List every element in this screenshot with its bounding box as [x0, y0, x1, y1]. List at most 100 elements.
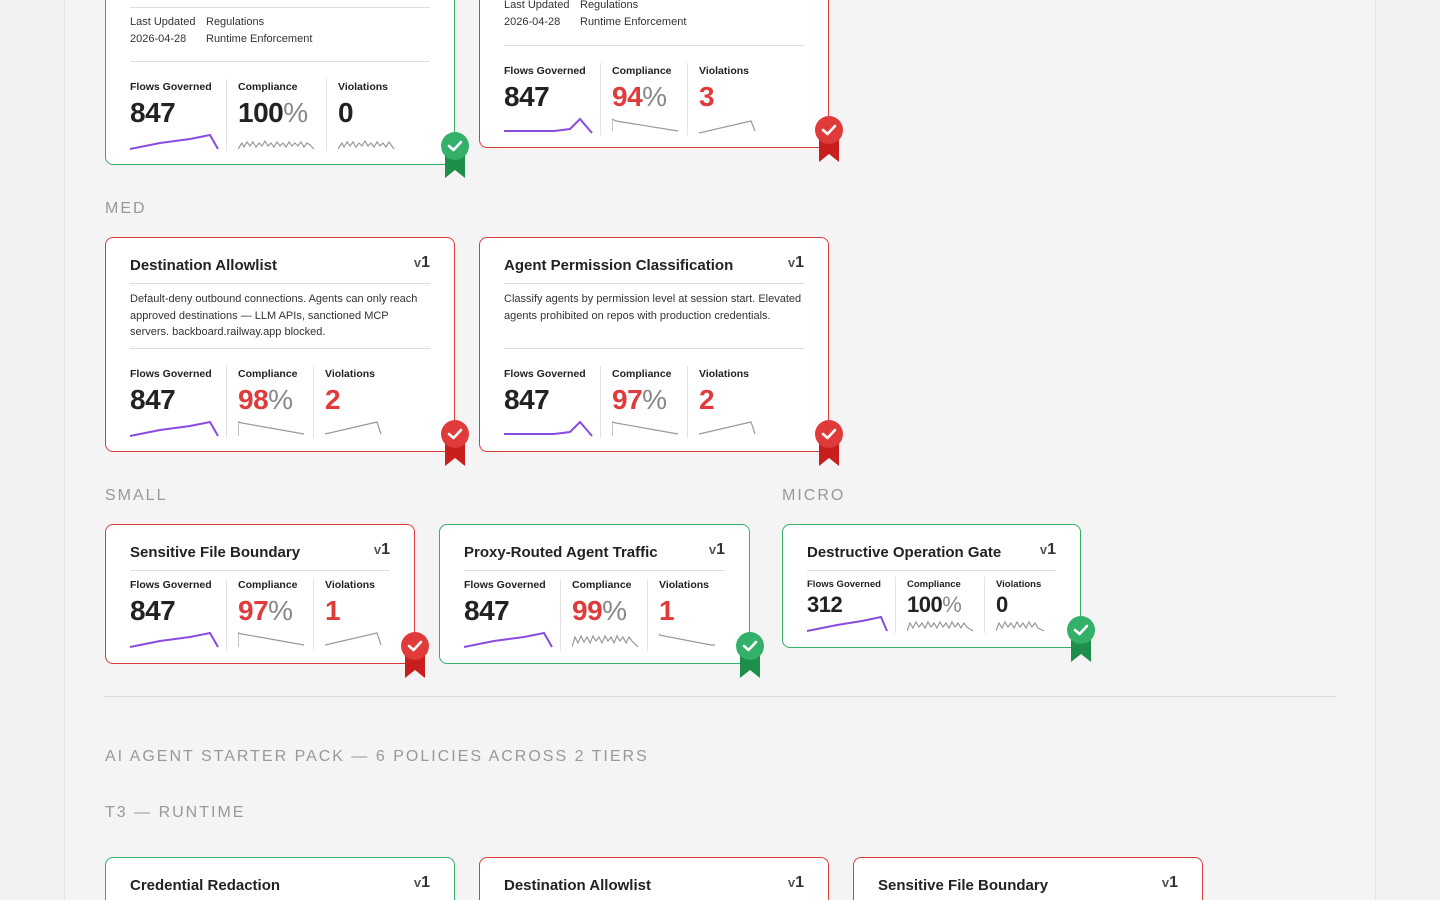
version-prefix: v — [787, 875, 796, 890]
metric-divider — [326, 79, 327, 151]
section-label-micro: MICRO — [782, 487, 846, 504]
policy-card-sensitive-file-boundary[interactable]: Sensitive File Boundary v1 Flows Governe… — [105, 524, 415, 664]
meta-label-regulations: Regulations — [206, 16, 265, 28]
metric-flows: Flows Governed 847 — [130, 579, 212, 627]
sparkline-violations — [996, 620, 1045, 632]
metric-compliance: Compliance 99% — [572, 579, 632, 627]
sparkline-compliance — [907, 620, 974, 632]
card-title: Destructive Operation Gate — [807, 544, 1002, 561]
card-title: Destination Allowlist — [130, 257, 277, 274]
metric-value: 97% — [612, 384, 672, 416]
version-number: 1 — [795, 874, 804, 891]
sparkline-flows — [504, 117, 593, 134]
card-description: Default-deny outbound connections. Agent… — [130, 293, 418, 338]
policy-card-destructive-operation-gate[interactable]: Destructive Operation Gate v1 Flows Gove… — [782, 524, 1081, 648]
policy-card[interactable]: Last Updated Regulations 2026-04-28 Runtim… — [479, 0, 829, 148]
metric-value: 847 — [504, 81, 550, 112]
metric-value: 847 — [130, 384, 176, 415]
metric-label: Violations — [659, 579, 709, 591]
compliance-number: 100 — [907, 592, 943, 617]
sparkline-compliance — [572, 634, 639, 648]
metric-divider — [687, 63, 688, 135]
metric-divider — [647, 579, 648, 651]
metric-label: Flows Governed — [504, 65, 586, 77]
policy-card-destination-allowlist[interactable]: Destination Allowlist v1 — [479, 857, 829, 900]
policy-card[interactable]: Last Updated Regulations 2026-04-28 Runtim… — [105, 0, 455, 165]
metric-value: 847 — [130, 595, 176, 626]
divider — [504, 45, 804, 46]
metric-value: 3 — [699, 81, 715, 112]
metric-label: Violations — [996, 579, 1042, 590]
metric-label: Flows Governed — [807, 579, 881, 590]
percent-sign: % — [268, 384, 293, 415]
card-title: Credential Redaction — [130, 877, 281, 894]
metric-value: 99% — [572, 595, 632, 627]
version-number: 1 — [1169, 874, 1178, 891]
metric-divider — [226, 79, 227, 151]
version-number: 1 — [421, 874, 430, 891]
policy-card-credential-redaction[interactable]: Credential Redaction v1 — [105, 857, 455, 900]
version-prefix: v — [373, 542, 382, 557]
sparkline-compliance — [238, 632, 305, 647]
policy-card-destination-allowlist[interactable]: Destination Allowlist v1 Default-deny ou… — [105, 237, 455, 452]
version-prefix: v — [1039, 542, 1048, 557]
meta-value-regulations: Runtime Enforcement — [580, 16, 687, 28]
sparkline-flows — [504, 420, 593, 437]
card-title: Proxy-Routed Agent Traffic — [464, 544, 658, 561]
metric-compliance: Compliance 100% — [238, 81, 308, 129]
card-title: Sensitive File Boundary — [878, 877, 1049, 894]
metric-compliance: Compliance 94% — [612, 65, 672, 113]
metric-value: 312 — [807, 592, 843, 617]
metric-divider — [600, 366, 601, 438]
metric-label: Flows Governed — [130, 81, 212, 93]
version-label: v1 — [1162, 874, 1178, 892]
policy-card-agent-permission[interactable]: Agent Permission Classification v1 Class… — [479, 237, 829, 452]
metric-label: Flows Governed — [130, 579, 212, 591]
percent-sign: % — [602, 595, 627, 626]
sparkline-violations — [325, 421, 382, 435]
version-label: v1 — [374, 541, 390, 559]
compliance-number: 99 — [572, 595, 603, 626]
divider — [504, 348, 804, 349]
metric-label: Flows Governed — [504, 368, 586, 380]
version-prefix: v — [1161, 875, 1170, 890]
pack-heading: AI AGENT STARTER PACK — 6 POLICIES ACROS… — [105, 748, 649, 765]
divider — [464, 570, 725, 571]
metric-label: Compliance — [907, 579, 961, 590]
policy-card-proxy-routed-traffic[interactable]: Proxy-Routed Agent Traffic v1 Flows Gove… — [439, 524, 750, 664]
compliance-number: 100 — [238, 97, 284, 128]
version-label: v1 — [1040, 541, 1056, 559]
sparkline-flows — [464, 631, 553, 648]
metric-violations: Violations 3 — [699, 65, 749, 113]
compliance-number: 97 — [238, 595, 269, 626]
meta-label-regulations: Regulations — [580, 0, 639, 11]
metric-flows: Flows Governed 847 — [130, 368, 212, 416]
percent-sign: % — [942, 592, 962, 617]
sparkline-flows — [130, 420, 219, 437]
metric-value: 97% — [238, 595, 298, 627]
metric-label: Violations — [699, 368, 749, 380]
card-description: Classify agents by permission level at s… — [504, 293, 802, 322]
fail-badge-icon — [815, 420, 843, 466]
metric-divider — [313, 579, 314, 651]
sparkline-flows — [130, 133, 219, 150]
metric-label: Compliance — [572, 579, 632, 591]
metric-value: 1 — [659, 595, 675, 626]
metric-value: 98% — [238, 384, 298, 416]
percent-sign: % — [642, 81, 667, 112]
metric-value: 847 — [504, 384, 550, 415]
metric-compliance: Compliance 97% — [612, 368, 672, 416]
compliance-number: 97 — [612, 384, 643, 415]
metric-compliance: Compliance 100% — [907, 579, 962, 618]
meta-label-updated: Last Updated — [504, 0, 570, 11]
sparkline-compliance — [612, 118, 679, 132]
version-prefix: v — [787, 255, 796, 270]
metric-label: Violations — [338, 81, 388, 93]
sparkline-violations — [699, 421, 756, 435]
pass-badge-icon — [1067, 616, 1095, 662]
policy-card-sensitive-file-boundary[interactable]: Sensitive File Boundary v1 — [853, 857, 1203, 900]
sparkline-violations — [338, 139, 395, 150]
metric-value: 100% — [907, 592, 962, 618]
section-label-med: MED — [105, 200, 147, 217]
metric-flows: Flows Governed 312 — [807, 579, 881, 618]
